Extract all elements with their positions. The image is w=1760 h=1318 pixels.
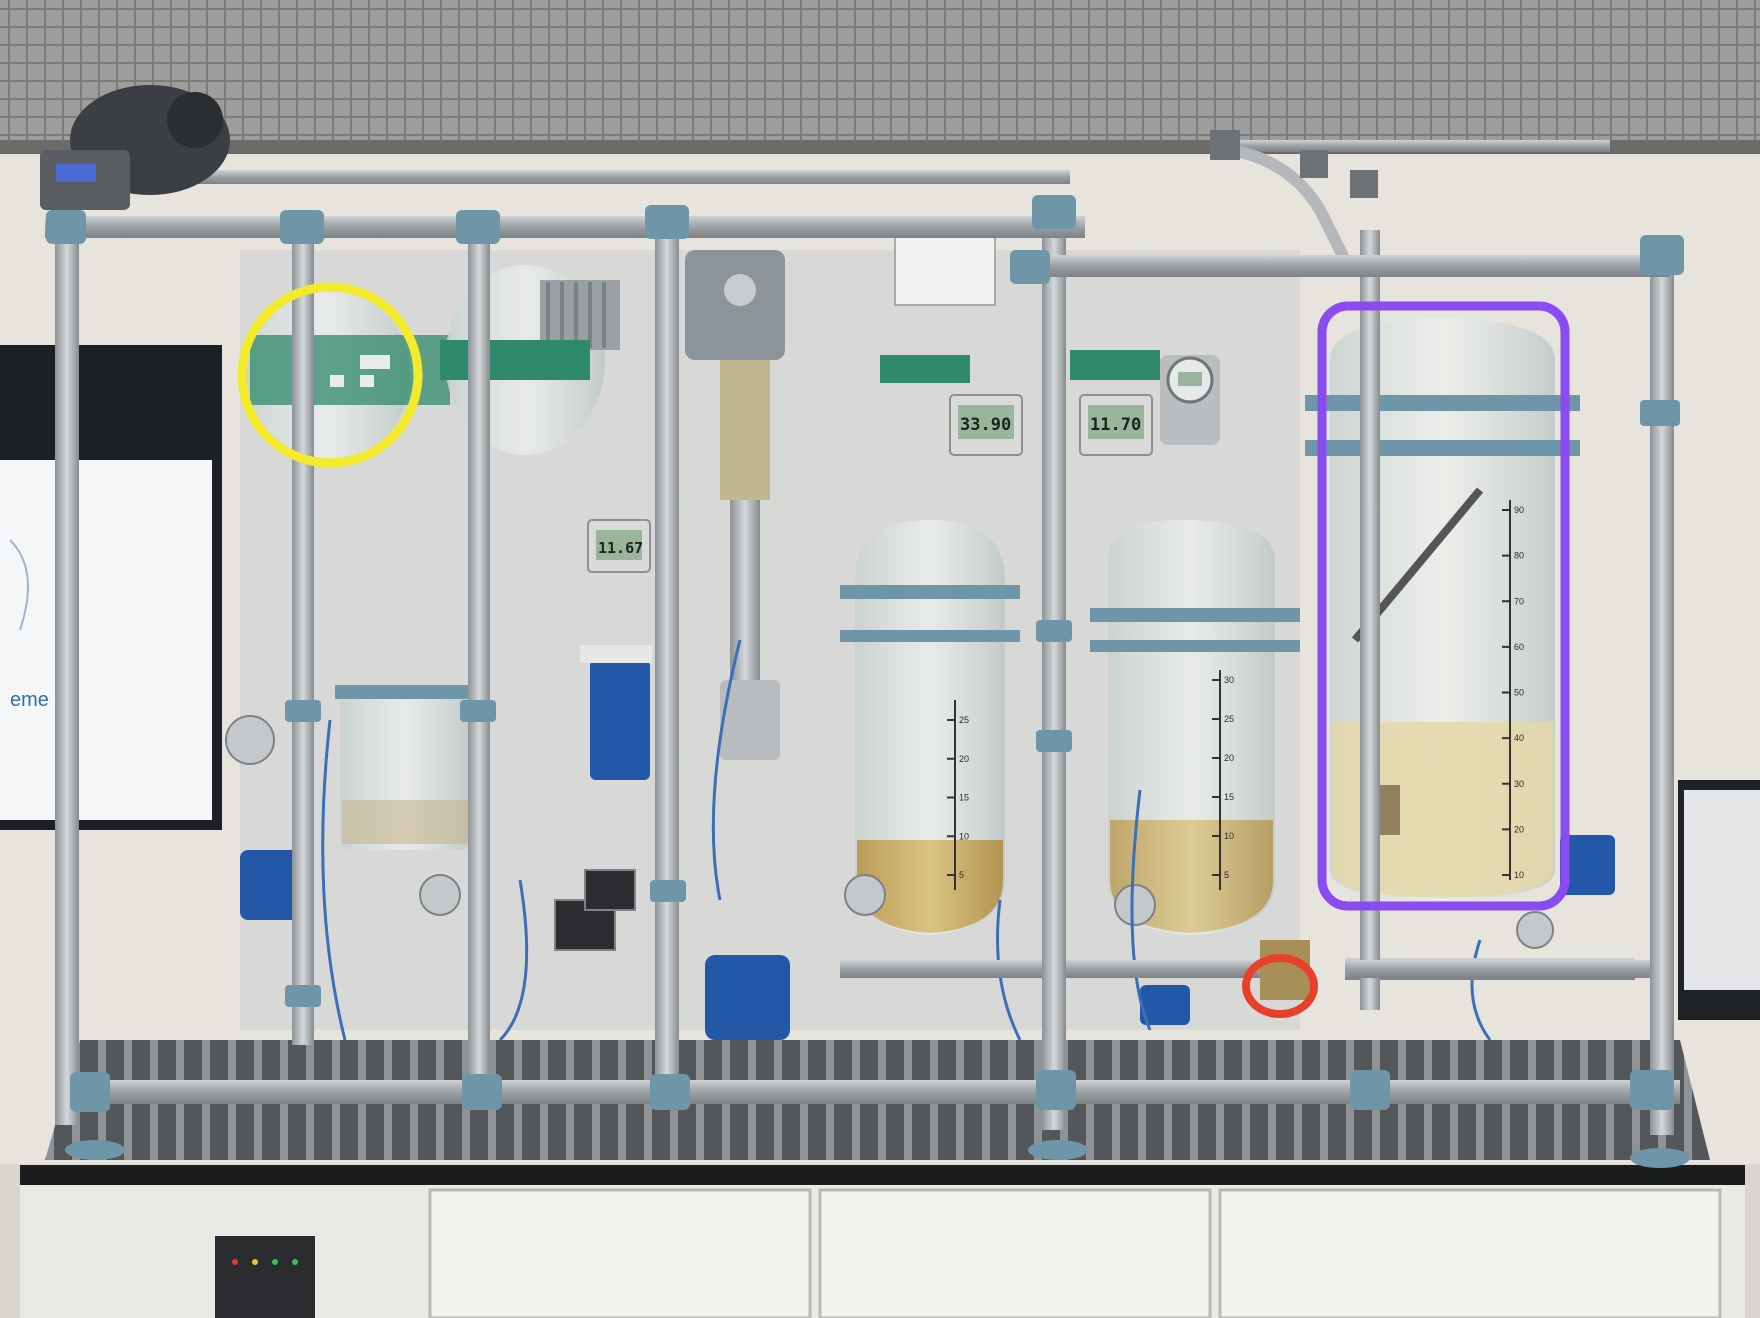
scale-label: 15 — [959, 793, 969, 803]
scale-label: 10 — [959, 831, 969, 841]
valve-actuator-column — [685, 250, 785, 760]
scale-label: 15 — [1224, 792, 1234, 802]
terminal-strip — [440, 340, 590, 380]
display-center: 33.90 — [949, 394, 1023, 456]
large-glass-vessel: 90 80 70 60 50 40 30 20 10 — [1305, 318, 1580, 900]
frame-posts — [55, 210, 1674, 1135]
display-right: 11.70 — [1079, 394, 1153, 456]
scale-label: 10 — [1514, 870, 1524, 880]
junction-box — [894, 224, 996, 306]
cabinet-doors — [428, 1188, 1722, 1318]
scale-label: 20 — [1514, 824, 1524, 834]
display-left-value: 11.67 — [598, 539, 643, 557]
scale-label: 60 — [1514, 642, 1524, 652]
scale-label: 30 — [1514, 779, 1524, 789]
scale-label: 25 — [959, 715, 969, 725]
yellow-circle-marker — [237, 282, 423, 468]
glass-vessel-2: 30 25 20 15 10 5 — [1090, 520, 1300, 935]
vessel-2-scale: 30 25 20 15 10 5 — [1212, 675, 1234, 880]
control-box-leds — [232, 1259, 298, 1265]
scale-label: 70 — [1514, 596, 1524, 606]
scale-label: 30 — [1224, 675, 1234, 685]
scale-label: 5 — [1224, 870, 1229, 880]
round-transmitter — [1160, 355, 1220, 445]
frame-feet — [65, 1140, 1690, 1168]
fittings — [225, 715, 1554, 951]
wall-screen-panel — [0, 460, 212, 820]
scale-label: 50 — [1514, 688, 1524, 698]
top-piping — [170, 130, 1610, 273]
scale-label: 5 — [959, 870, 964, 880]
scale-label: 40 — [1514, 733, 1524, 743]
scale-label: 20 — [1224, 753, 1234, 763]
control-box — [215, 1236, 315, 1318]
display-center-value: 33.90 — [960, 415, 1011, 435]
red-circle-marker — [1242, 954, 1318, 1018]
base-cabinet-top — [20, 1165, 1745, 1185]
frame-clamps — [46, 195, 1684, 1112]
display-left: 11.67 — [587, 519, 651, 573]
large-vessel-scale: 90 80 70 60 50 40 30 20 10 — [1502, 505, 1524, 880]
scale-label: 25 — [1224, 714, 1234, 724]
scale-label: 80 — [1514, 551, 1524, 561]
glass-vessel-1: 25 20 15 10 5 — [840, 520, 1020, 935]
terminal-strip-mid — [880, 355, 970, 383]
right-monitor-screen — [1684, 790, 1760, 990]
scale-label: 10 — [1224, 831, 1234, 841]
vessel-1-scale: 25 20 15 10 5 — [947, 715, 969, 880]
vacuum-pump — [40, 85, 230, 210]
wall-screen-arc — [9, 539, 29, 631]
blue-pumps — [240, 645, 1615, 1040]
ceiling — [0, 0, 1760, 150]
small-left-reactor — [335, 685, 475, 850]
display-right-value: 11.70 — [1090, 415, 1141, 435]
terminal-strip-right — [1070, 350, 1160, 380]
scale-label: 90 — [1514, 505, 1524, 515]
wall-screen-text: eme — [10, 689, 49, 711]
purple-rounded-rect-marker — [1317, 301, 1570, 911]
scale-label: 20 — [959, 754, 969, 764]
